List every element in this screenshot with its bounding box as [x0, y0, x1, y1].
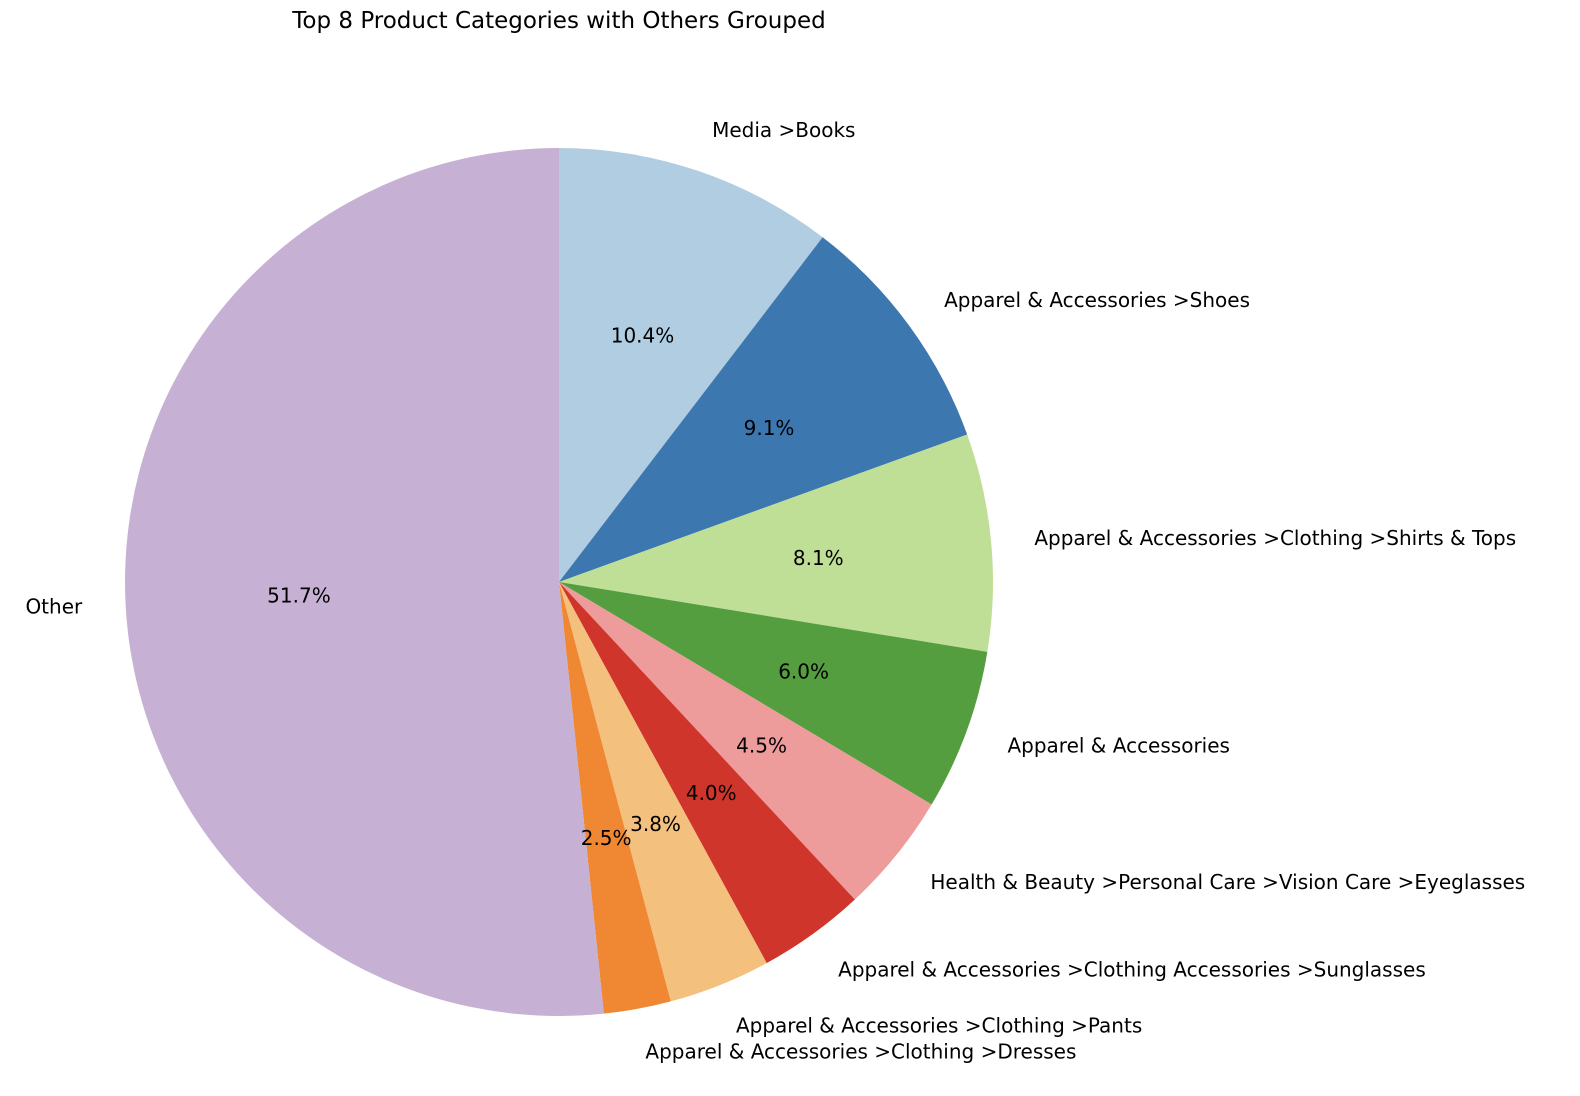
pct-label-apparel-accessories: 6.0%	[778, 659, 829, 683]
category-label-other: Other	[25, 595, 83, 619]
pie-slice-other	[125, 148, 604, 1016]
pct-label-apparel-accessories-clothing-accessories-sunglasses: 4.0%	[686, 781, 737, 805]
pie-slice-apparel-accessories-clothing-accessories-sunglasses	[559, 582, 855, 964]
pct-label-apparel-accessories-clothing-dresses: 2.5%	[581, 826, 632, 850]
chart-title: Top 8 Product Categories with Others Gro…	[291, 8, 825, 34]
pct-label-health-beauty-personal-care-vision-care-eyeglasses: 4.5%	[736, 734, 787, 758]
pct-label-other: 51.7%	[267, 583, 331, 607]
pie-category-labels: Media >Books Apparel & Accessories >Shoes…	[25, 118, 1525, 1064]
category-label-health-beauty-personal-care-vision-care-eyeglasses: Health & Beauty >Personal Care >Vision C…	[930, 870, 1525, 894]
pie-slice-apparel-accessories-shoes	[559, 237, 968, 582]
pct-label-apparel-accessories-clothing-pants: 3.8%	[630, 812, 681, 836]
pct-label-apparel-accessories-clothing-shirts-tops: 8.1%	[793, 546, 844, 570]
pie-slice-apparel-accessories-clothing-shirts-tops	[559, 434, 993, 652]
pie-slice-apparel-accessories-clothing-dresses	[559, 582, 671, 1014]
pct-label-apparel-accessories-shoes: 9.1%	[744, 416, 795, 440]
pie-slice-apparel-accessories-clothing-pants	[559, 582, 767, 1002]
category-label-media-books: Media >Books	[712, 118, 855, 142]
pct-label-media-books: 10.4%	[611, 323, 675, 347]
pie-slices	[125, 148, 993, 1016]
category-label-apparel-accessories-clothing-pants: Apparel & Accessories >Clothing >Pants	[736, 1013, 1142, 1037]
category-label-apparel-accessories-clothing-accessories-sunglasses: Apparel & Accessories >Clothing Accessor…	[838, 957, 1426, 981]
category-label-apparel-accessories-clothing-dresses: Apparel & Accessories >Clothing >Dresses	[645, 1040, 1076, 1064]
pie-slice-health-beauty-personal-care-vision-care-eyeglasses	[559, 582, 932, 900]
pie-slice-media-books	[559, 148, 823, 582]
category-label-apparel-accessories-shoes: Apparel & Accessories >Shoes	[944, 288, 1250, 312]
category-label-apparel-accessories: Apparel & Accessories	[1007, 734, 1230, 758]
pie-slice-apparel-accessories	[559, 582, 988, 805]
pie-percent-labels: 10.4% 9.1% 8.1% 6.0% 4.5% 4.0%3.8%2.5% 51.7%	[267, 323, 844, 850]
category-label-apparel-accessories-clothing-shirts-tops: Apparel & Accessories >Clothing >Shirts …	[1034, 526, 1516, 550]
